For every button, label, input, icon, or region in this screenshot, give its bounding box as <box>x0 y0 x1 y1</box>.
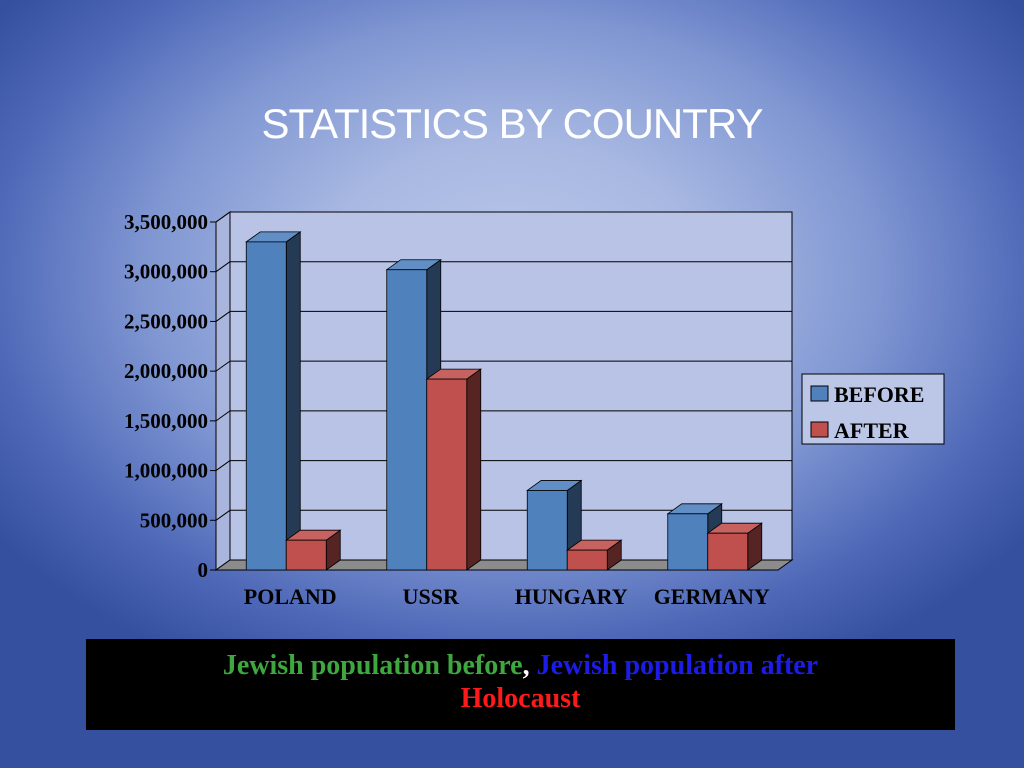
legend-swatch-after <box>810 421 829 438</box>
bar-front <box>285 539 327 571</box>
bar-before-poland <box>245 231 302 571</box>
plot-area <box>215 211 793 571</box>
y-tick-label: 2,500,000 <box>124 309 208 333</box>
bar-after-ussr <box>425 368 482 571</box>
caption-comma: , <box>522 650 530 681</box>
slide-title: STATISTICS BY COUNTRY <box>261 100 764 147</box>
bar-side <box>466 368 482 571</box>
gridline-side <box>215 360 231 372</box>
x-tick-label: USSR <box>403 584 460 609</box>
caption-box: Jewish population before, Jewish populat… <box>86 639 955 730</box>
x-tick-label: HUNGARY <box>515 584 628 609</box>
bar-after-germany <box>706 522 763 571</box>
bar-front <box>707 532 749 571</box>
caption-before-text: Jewish population before <box>222 650 523 681</box>
bar-side <box>285 231 301 571</box>
legend: BEFORE AFTER <box>801 373 945 445</box>
legend-swatch-before <box>810 385 829 402</box>
bar-after-poland <box>285 529 342 571</box>
y-tick-label: 1,000,000 <box>124 459 208 483</box>
gridline-side <box>215 509 231 521</box>
bar-front <box>426 378 468 571</box>
y-tick-label: 2,000,000 <box>124 359 208 383</box>
gridline-side <box>215 261 231 273</box>
legend-label-after: AFTER <box>834 418 910 443</box>
bar-front <box>667 513 709 571</box>
y-tick-label: 0 <box>198 558 209 582</box>
bars <box>245 231 763 571</box>
x-tick-label: GERMANY <box>654 584 770 609</box>
legend-label-before: BEFORE <box>834 382 924 407</box>
y-tick-label: 500,000 <box>140 508 208 532</box>
bar-before-hungary <box>526 479 583 571</box>
caption-after-text: Jewish population after <box>536 650 819 681</box>
bar-front <box>245 241 287 571</box>
y-tick-label: 1,500,000 <box>124 409 208 433</box>
gridlines <box>215 211 792 521</box>
bar-front <box>386 269 428 571</box>
gridline-side <box>215 311 231 322</box>
gridline-side <box>215 410 231 422</box>
y-tick-label: 3,000,000 <box>124 260 208 284</box>
y-tick-label: 3,500,000 <box>124 210 208 234</box>
bar-front <box>566 549 608 571</box>
x-tick-label: POLAND <box>244 584 337 609</box>
gridline-side <box>215 460 231 471</box>
plot-side-wall <box>215 211 231 571</box>
x-axis-tick-labels: POLAND USSR HUNGARY GERMANY <box>244 584 770 609</box>
plot-back-wall <box>229 211 793 561</box>
y-axis-tick-labels: 0 500,000 1,000,000 1,500,000 2,000,000 2,500… <box>124 210 217 582</box>
bar-after-hungary <box>566 539 623 571</box>
caption-holocaust-text: Holocaust <box>460 683 581 714</box>
bar-chart: 0 500,000 1,000,000 1,500,000 2,000,000 2,500… <box>124 210 945 609</box>
bar-front <box>526 490 568 571</box>
gridline-side <box>215 211 231 223</box>
